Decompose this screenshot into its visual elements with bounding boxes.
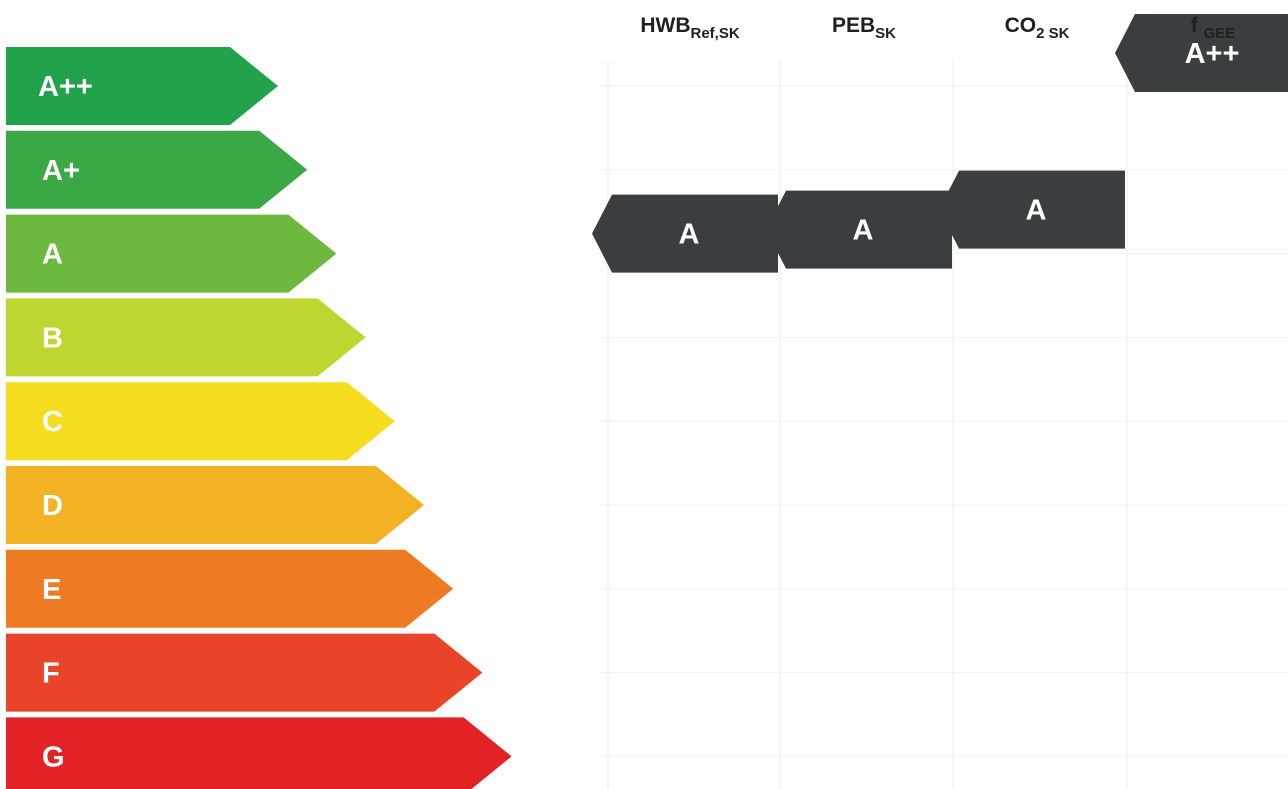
rating-band-a: A bbox=[6, 214, 337, 293]
rating-band-c: C bbox=[6, 382, 395, 461]
marker-label: A bbox=[853, 215, 874, 247]
rating-markers: A A A A++ bbox=[592, 14, 1288, 273]
band-arrow bbox=[6, 717, 512, 789]
band-label: A bbox=[42, 239, 63, 271]
band-label: G bbox=[42, 741, 65, 773]
rating-marker: A bbox=[939, 170, 1125, 249]
column-header: f GEE bbox=[1191, 14, 1236, 42]
column-header-subscript: SK bbox=[875, 25, 897, 42]
band-arrow bbox=[6, 466, 424, 544]
rating-band-g: G bbox=[6, 717, 512, 789]
marker-label: A++ bbox=[1185, 38, 1240, 70]
rating-band-b: B bbox=[6, 298, 366, 377]
rating-band-aplus: A+ bbox=[6, 130, 308, 209]
band-arrow bbox=[6, 130, 308, 209]
band-arrow bbox=[6, 633, 483, 712]
band-label: B bbox=[42, 322, 63, 354]
band-label: D bbox=[42, 490, 63, 522]
marker-label: A bbox=[1026, 195, 1047, 227]
marker-arrow bbox=[592, 194, 778, 273]
band-arrow bbox=[6, 47, 278, 125]
band-arrow bbox=[6, 382, 395, 461]
column-header-name: PEB bbox=[831, 14, 876, 37]
band-label: A++ bbox=[38, 71, 93, 103]
rating-band-aplusplus: A++ bbox=[6, 47, 278, 125]
rating-band-d: D bbox=[6, 466, 424, 544]
rating-marker: A++ bbox=[1115, 14, 1288, 92]
column-header-name: f bbox=[1190, 14, 1204, 37]
column-header: PEBSK bbox=[832, 14, 896, 42]
band-arrow bbox=[6, 549, 454, 628]
rating-scale: A++ A+ A B C D E F G bbox=[6, 47, 512, 789]
marker-label: A bbox=[679, 219, 700, 251]
band-arrow bbox=[6, 214, 337, 293]
marker-arrow bbox=[939, 170, 1125, 249]
column-header-subscript: GEE bbox=[1203, 25, 1236, 42]
column-header: CO2 SK bbox=[1005, 14, 1070, 42]
rating-band-e: E bbox=[6, 549, 454, 628]
band-label: A+ bbox=[42, 155, 80, 187]
band-arrow bbox=[6, 298, 366, 377]
column-header: HWBRef,SK bbox=[640, 14, 739, 42]
column-header-name: CO bbox=[1004, 14, 1037, 37]
marker-arrow bbox=[1115, 14, 1288, 92]
rating-marker: A bbox=[592, 194, 778, 273]
band-label: E bbox=[42, 574, 61, 606]
column-header-subscript: Ref,SK bbox=[690, 25, 740, 42]
column-header-subscript: 2 SK bbox=[1036, 25, 1070, 42]
rating-marker: A bbox=[766, 190, 952, 269]
column-header-name: HWB bbox=[640, 14, 691, 37]
band-label: F bbox=[42, 658, 60, 690]
band-label: C bbox=[42, 406, 63, 438]
rating-band-f: F bbox=[6, 633, 483, 712]
column-grid bbox=[600, 60, 1288, 789]
marker-arrow bbox=[766, 190, 952, 269]
